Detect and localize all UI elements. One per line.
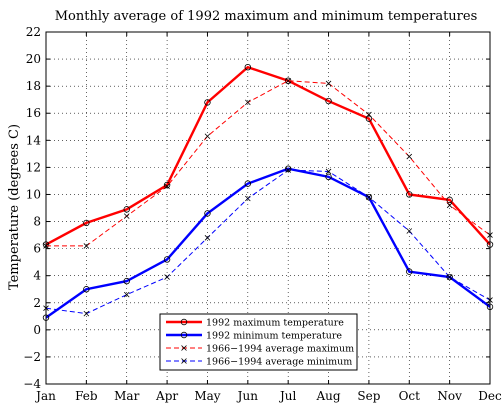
data-point — [366, 194, 372, 200]
data-point — [406, 191, 413, 198]
data-point — [446, 273, 453, 281]
series-layer — [42, 63, 494, 321]
legend-marker — [181, 358, 187, 364]
data-point — [366, 111, 372, 118]
data-point — [204, 235, 211, 241]
data-point — [83, 243, 90, 249]
data-point — [163, 181, 171, 189]
chart-title: Monthly average of 1992 maximum and mini… — [55, 9, 478, 24]
data-point — [325, 80, 332, 87]
data-point — [446, 196, 453, 204]
legend-label: 1966−1994 average maximum — [206, 344, 354, 355]
legend-label: 1992 minimum temperature — [206, 331, 342, 342]
legend-entry: 1992 minimum temperature — [166, 331, 342, 342]
data-point — [406, 153, 413, 160]
data-point — [123, 206, 130, 213]
y-tick-label: 20 — [26, 52, 41, 66]
x-tick-label: Jul — [278, 389, 297, 403]
data-point — [164, 183, 170, 190]
data-point — [245, 99, 251, 106]
legend-marker — [181, 345, 187, 351]
y-tick-label: 16 — [26, 106, 41, 120]
x-tick-label: Jun — [236, 389, 259, 403]
data-point — [325, 173, 332, 181]
axis-ticks: −4 −2 0 2 4 6 8 10 12 14 16 18 20 22 Jan Feb Mar Apr May Ju… — [23, 25, 502, 403]
x-tick-label: Feb — [75, 389, 98, 403]
legend-entry: 1966−1994 average maximum — [166, 344, 354, 355]
legend-marker — [180, 331, 188, 339]
y-tick-label: 22 — [26, 25, 41, 39]
data-point — [285, 77, 291, 84]
data-point — [83, 286, 90, 293]
series-line — [45, 169, 491, 315]
y-tick-label: 10 — [26, 187, 41, 201]
legend-entry: 1966−1994 average minimum — [166, 357, 352, 368]
series-3 — [43, 77, 493, 249]
data-point — [365, 193, 373, 201]
data-point — [164, 274, 170, 280]
legend-label: 1992 maximum temperature — [206, 318, 344, 329]
series-line — [46, 80, 491, 247]
data-point — [365, 115, 373, 122]
y-tick-label: 12 — [26, 160, 41, 174]
y-tick-label: −2 — [23, 350, 41, 364]
y-axis-label: Temperature (degrees C) — [7, 124, 22, 290]
series-2 — [42, 165, 494, 321]
x-tick-label: Oct — [399, 389, 421, 403]
data-point — [123, 291, 130, 298]
series-line — [45, 65, 491, 246]
y-tick-label: 6 — [33, 242, 41, 256]
legend: 1992 maximum temperature 1992 minimum tem… — [159, 313, 358, 371]
x-tick-label: Mar — [114, 389, 139, 403]
legend-marker — [180, 318, 188, 326]
data-point — [245, 195, 251, 202]
series-line — [45, 167, 491, 319]
y-tick-label: 14 — [26, 133, 42, 147]
x-tick-label: Apr — [155, 389, 178, 403]
data-point — [406, 268, 413, 275]
data-point — [123, 277, 130, 285]
data-point — [285, 167, 291, 173]
data-point — [446, 202, 453, 209]
data-point — [83, 310, 90, 317]
data-point — [406, 228, 413, 234]
data-point — [244, 180, 252, 187]
data-point — [446, 274, 453, 280]
x-tick-label: Dec — [478, 389, 502, 403]
data-point — [204, 133, 211, 140]
data-point — [163, 256, 171, 263]
data-point — [83, 219, 90, 227]
y-tick-label: 0 — [33, 323, 41, 337]
x-tick-label: Sep — [357, 389, 380, 403]
y-tick-label: 4 — [33, 269, 41, 283]
data-point — [244, 63, 252, 71]
data-point — [204, 210, 211, 217]
plot-frame — [45, 31, 491, 385]
data-point — [204, 99, 211, 106]
legend-entry: 1992 maximum temperature — [166, 318, 344, 329]
y-tick-label: 18 — [26, 79, 41, 93]
data-point — [284, 165, 292, 172]
x-tick-label: Jan — [34, 389, 56, 403]
x-tick-label: May — [194, 389, 220, 403]
x-tick-label: Nov — [437, 389, 462, 403]
y-tick-label: 8 — [33, 215, 41, 229]
y-tick-label: −4 — [23, 377, 41, 391]
x-tick-label: Aug — [316, 389, 341, 403]
data-point — [325, 168, 332, 175]
data-point — [325, 97, 332, 105]
legend-label: 1966−1994 average minimum — [206, 357, 352, 368]
data-point — [123, 213, 130, 219]
series-4 — [43, 167, 493, 317]
y-tick-label: 2 — [33, 296, 41, 310]
